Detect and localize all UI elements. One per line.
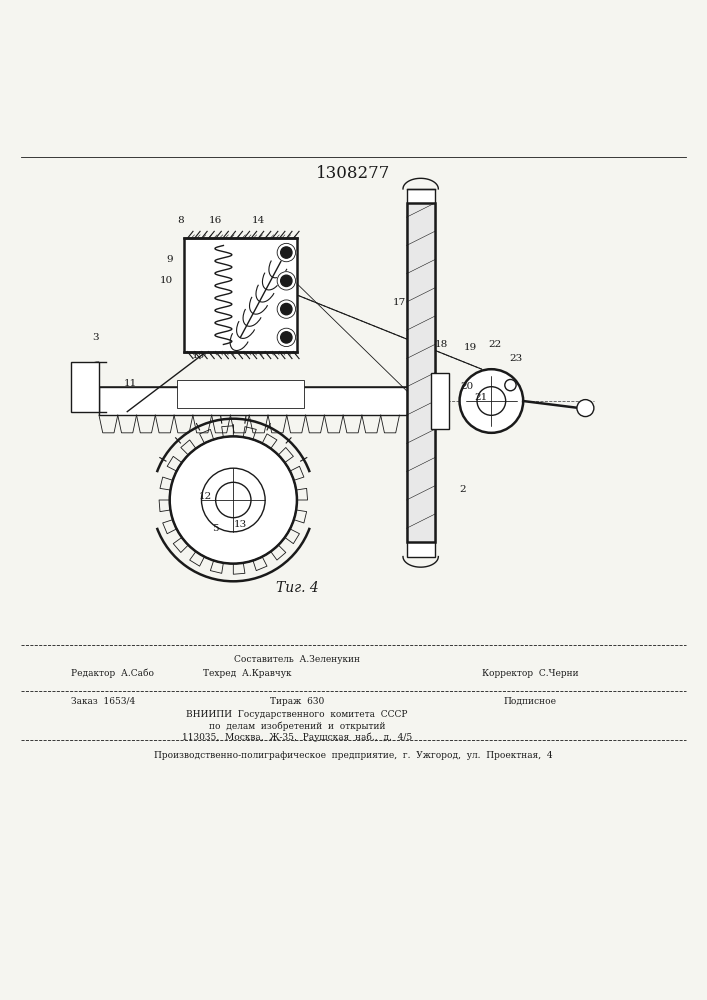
Text: 5: 5	[212, 524, 219, 533]
Circle shape	[216, 482, 251, 518]
Text: 11: 11	[124, 379, 137, 388]
Text: 2: 2	[460, 485, 467, 494]
Text: 17: 17	[393, 298, 406, 307]
Text: 19: 19	[464, 343, 477, 352]
Circle shape	[201, 468, 265, 532]
Text: 22: 22	[489, 340, 501, 349]
Circle shape	[277, 272, 296, 290]
Text: 12: 12	[199, 492, 211, 501]
Text: 3: 3	[92, 333, 99, 342]
Text: Составитель  А.Зеленукин: Составитель А.Зеленукин	[234, 655, 360, 664]
Text: Заказ  1653/4: Заказ 1653/4	[71, 697, 135, 706]
Text: 23: 23	[510, 354, 522, 363]
Text: 10: 10	[160, 276, 173, 285]
Text: по  делам  изобретений  и  открытий: по делам изобретений и открытий	[209, 721, 385, 731]
Text: 9: 9	[166, 255, 173, 264]
Circle shape	[170, 436, 297, 564]
Text: 8: 8	[177, 216, 184, 225]
Circle shape	[277, 328, 296, 347]
Circle shape	[460, 369, 523, 433]
Text: 21: 21	[474, 393, 487, 402]
Circle shape	[281, 275, 292, 286]
Text: 15: 15	[192, 351, 204, 360]
Bar	[99, 387, 414, 415]
Circle shape	[277, 300, 296, 318]
Text: Τиг. 4: Τиг. 4	[276, 581, 318, 595]
Bar	[407, 203, 435, 542]
Bar	[431, 373, 449, 429]
Text: 20: 20	[460, 382, 473, 391]
Circle shape	[281, 332, 292, 343]
Circle shape	[505, 379, 516, 391]
Circle shape	[477, 387, 506, 415]
Text: 18: 18	[436, 340, 448, 349]
Circle shape	[277, 243, 296, 262]
Text: Подписное: Подписное	[504, 697, 556, 706]
Text: 13: 13	[234, 520, 247, 529]
Bar	[407, 189, 435, 557]
Text: Корректор  С.Черни: Корректор С.Черни	[482, 669, 578, 678]
Text: 113035,  Москва,  Ж-35,  Раушская  наб.,  д.  4/5: 113035, Москва, Ж-35, Раушская наб., д. …	[182, 733, 412, 742]
Bar	[184, 238, 297, 352]
Text: Техред  А.Кравчук: Техред А.Кравчук	[203, 669, 292, 678]
Text: 1308277: 1308277	[316, 165, 391, 182]
Circle shape	[281, 247, 292, 258]
Circle shape	[281, 303, 292, 315]
Circle shape	[577, 400, 594, 417]
Text: Редактор  А.Сабо: Редактор А.Сабо	[71, 668, 153, 678]
Text: ВНИИПИ  Государственного  комитета  СССР: ВНИИПИ Государственного комитета СССР	[186, 710, 408, 719]
Text: 14: 14	[252, 216, 264, 225]
Text: Производственно-полиграфическое  предприятие,  г.  Ужгород,  ул.  Проектная,  4: Производственно-полиграфическое предприя…	[154, 751, 553, 760]
Bar	[71, 362, 99, 412]
Bar	[177, 380, 304, 408]
Text: 16: 16	[209, 216, 222, 225]
Text: Тираж  630: Тираж 630	[270, 697, 324, 706]
